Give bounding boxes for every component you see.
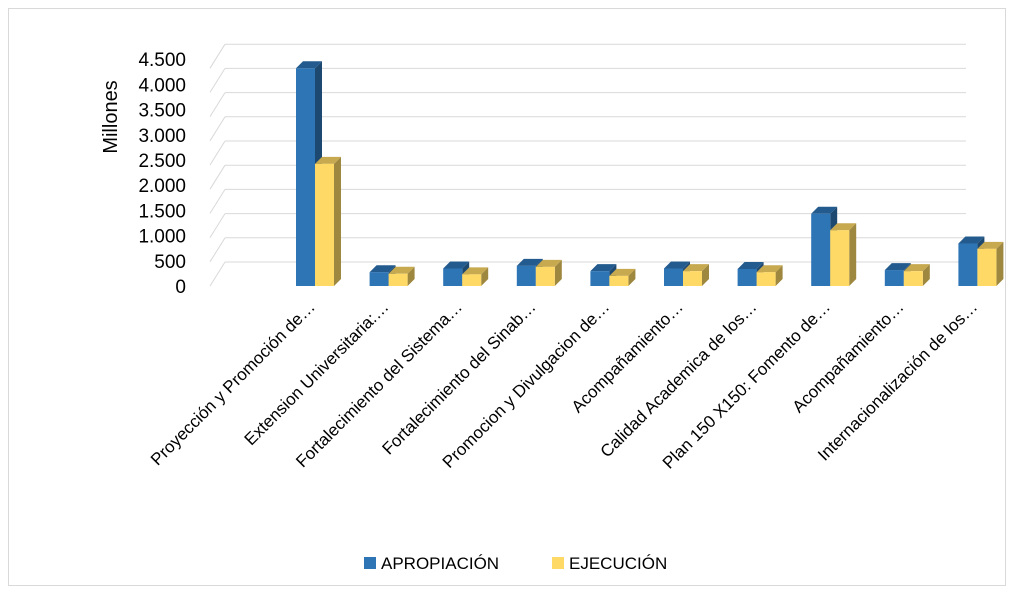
gridline-depth bbox=[209, 164, 226, 190]
legend-swatch bbox=[552, 557, 564, 569]
y-tick-label: 500 bbox=[154, 252, 186, 273]
bar-ejecucion bbox=[315, 156, 341, 286]
legend-label: APROPIACIÓN bbox=[381, 554, 499, 573]
bar-ejecucion bbox=[977, 241, 1004, 286]
y-axis-ticks: 0 500 1.000 1.500 2.000 2.500 3.000 3.500 4.000 4… bbox=[138, 50, 186, 298]
y-tick-label: 4.500 bbox=[138, 50, 186, 71]
legend-swatch bbox=[364, 557, 376, 569]
chart-area bbox=[8, 8, 1006, 586]
bar-ejecucion bbox=[903, 264, 930, 286]
bar-ejecucion bbox=[609, 268, 636, 286]
x-axis-category-labels: Proyección y Promoción de…Extension Univ… bbox=[147, 297, 981, 472]
x-category-label: Extension Universitaria:… bbox=[241, 297, 393, 449]
y-tick-label: 2.000 bbox=[138, 176, 186, 197]
x-category-label: Calidad Academica de los… bbox=[597, 297, 761, 461]
bars bbox=[296, 61, 1004, 286]
x-category-label: Internacionalización de los… bbox=[814, 297, 981, 464]
gridline-depth bbox=[209, 213, 226, 238]
bar-ejecucion bbox=[388, 266, 415, 286]
y-tick-label: 1.000 bbox=[138, 227, 186, 248]
x-category-label: Fortalecimiento del Sinab… bbox=[379, 297, 540, 458]
legend: APROPIACIÓN EJECUCIÓN bbox=[364, 554, 667, 573]
bar-ejecucion bbox=[535, 259, 562, 286]
bar-ejecucion bbox=[462, 267, 489, 286]
bar-ejecucion bbox=[830, 223, 857, 286]
gridline-depth bbox=[209, 237, 226, 263]
y-tick-label: 1.500 bbox=[138, 201, 186, 222]
gridline-depth bbox=[209, 92, 226, 117]
y-tick-label: 3.000 bbox=[138, 126, 186, 147]
gridline-depth bbox=[209, 116, 226, 142]
gridline-depth bbox=[209, 68, 226, 93]
legend-label: EJECUCIÓN bbox=[569, 554, 667, 573]
bar-ejecucion bbox=[756, 265, 783, 286]
gridline-depth bbox=[209, 43, 226, 69]
y-tick-label: 3.500 bbox=[138, 101, 186, 122]
y-tick-label: 2.500 bbox=[138, 151, 186, 172]
y-tick-label: 4.000 bbox=[138, 75, 186, 96]
y-axis-title: Millones bbox=[100, 80, 122, 153]
gridline-depth bbox=[209, 261, 226, 287]
gridline-depth bbox=[209, 189, 226, 214]
gridline-depth bbox=[209, 140, 226, 166]
y-tick-label: 0 bbox=[175, 277, 186, 298]
gridlines bbox=[209, 43, 966, 287]
bar-ejecucion bbox=[683, 264, 709, 286]
